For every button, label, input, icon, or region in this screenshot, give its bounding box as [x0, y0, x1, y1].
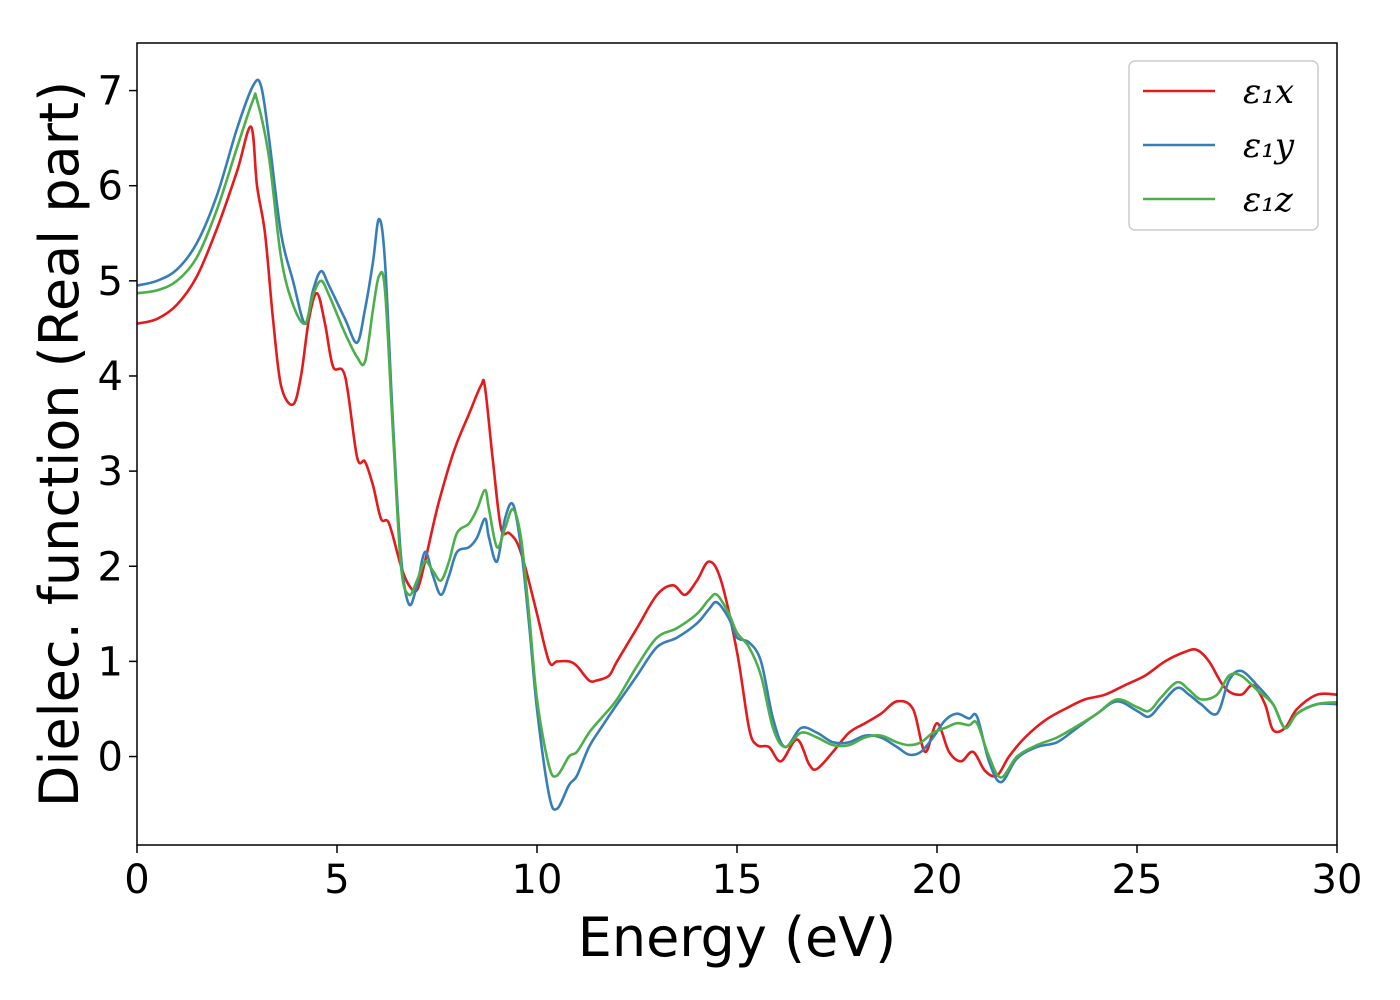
series-layer — [137, 78, 1337, 811]
y-tick-label: 4 — [98, 354, 123, 400]
x-tick-label: 0 — [124, 857, 149, 903]
y-tick-label: 6 — [98, 164, 123, 210]
x-tick-label: 20 — [912, 857, 963, 903]
x-axis: 0 5 10 15 20 25 30 — [124, 845, 1362, 903]
y-tick-label: 1 — [98, 639, 123, 685]
x-axis-label: Energy (eV) — [578, 906, 897, 969]
series-line-0 — [137, 125, 1337, 778]
legend-box — [1128, 60, 1319, 231]
legend-label-0: ε₁x — [1243, 72, 1294, 112]
y-axis: 0 1 2 3 4 5 6 7 — [98, 69, 137, 781]
y-tick-label: 0 — [98, 735, 123, 781]
y-tick-label: 5 — [98, 259, 123, 305]
series-line-2 — [137, 92, 1337, 779]
x-tick-label: 15 — [712, 857, 763, 903]
y-axis-label: Dielec. function (Real part) — [28, 81, 91, 807]
x-tick-label: 25 — [1112, 857, 1163, 903]
legend-label-2: ε₁z — [1243, 180, 1294, 220]
x-tick-label: 30 — [1312, 857, 1363, 903]
y-tick-label: 7 — [98, 69, 123, 115]
legend-label-1: ε₁y — [1243, 126, 1295, 166]
y-tick-label: 3 — [98, 449, 123, 495]
legend: ε₁x ε₁y ε₁z — [1128, 60, 1319, 231]
x-tick-label: 10 — [512, 857, 563, 903]
x-tick-label: 5 — [324, 857, 349, 903]
y-tick-label: 2 — [98, 544, 123, 590]
